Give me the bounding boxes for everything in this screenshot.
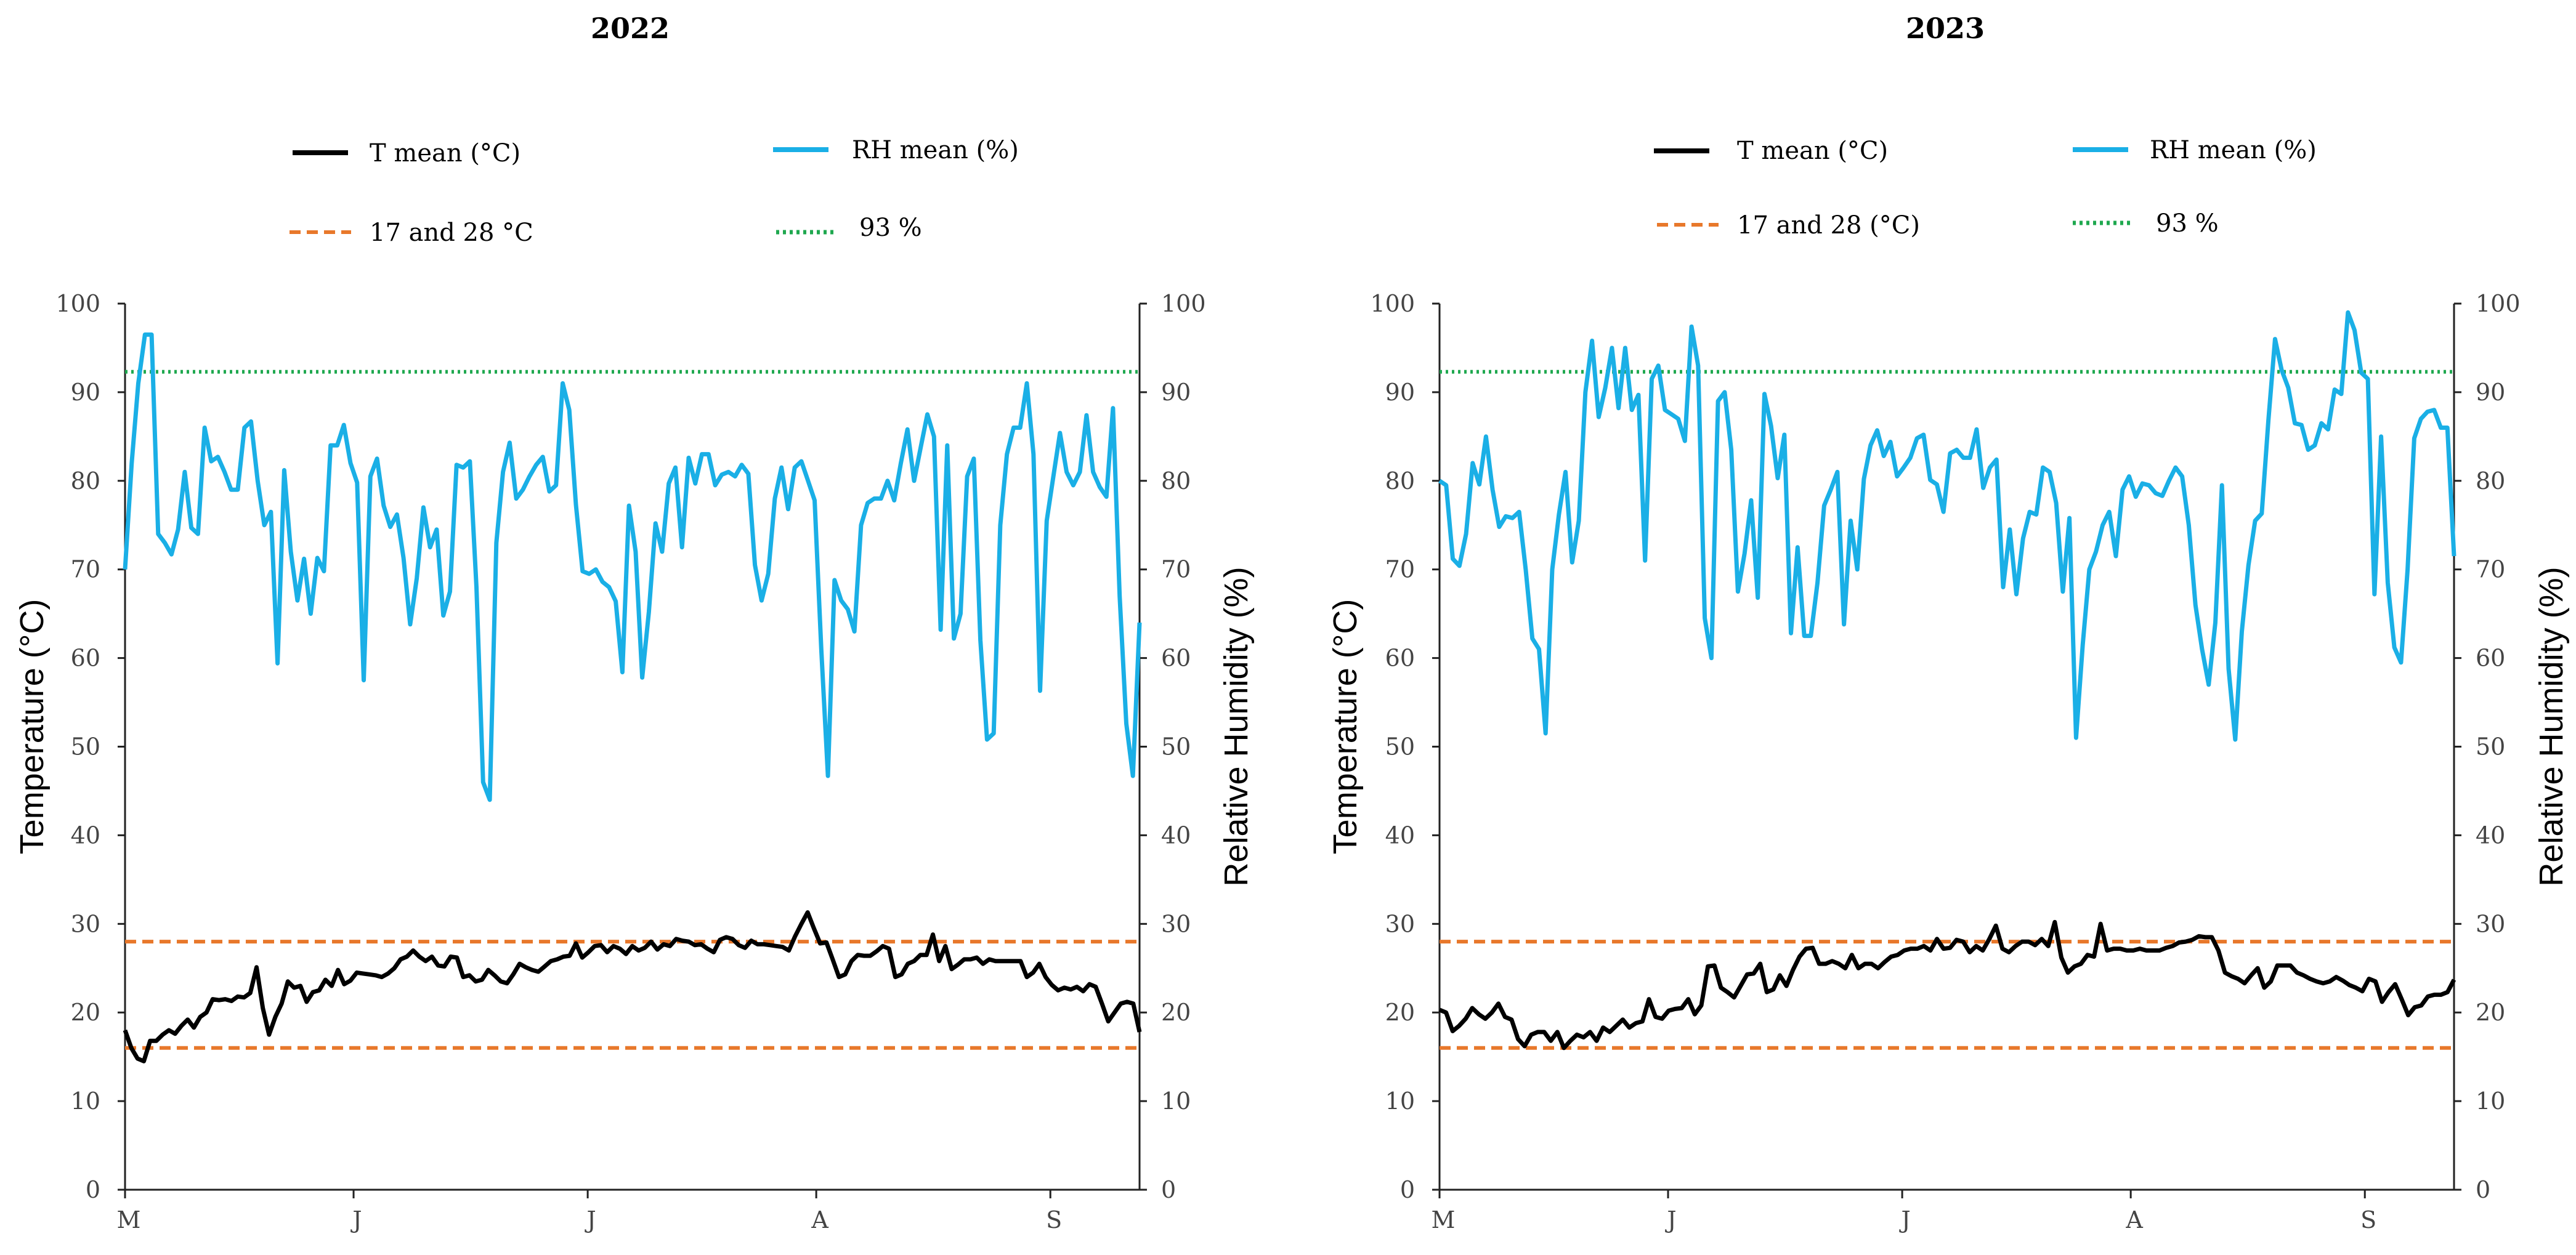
y-tick-label-left: 90 <box>1385 379 1415 406</box>
y-tick-label-right: 30 <box>1161 910 1191 937</box>
y-tick-label-left: 20 <box>1385 999 1415 1026</box>
y-tick-label-left: 0 <box>1400 1176 1415 1203</box>
legend-label-rh-mean: RH mean (%) <box>852 136 1019 164</box>
legend-label-t-mean: T mean (°C) <box>370 139 520 167</box>
y-tick-label-left: 40 <box>71 821 100 849</box>
legend-label-rh-threshold: 93 % <box>2156 209 2219 238</box>
y-tick-label-left: 50 <box>1385 733 1415 761</box>
y-axis-left-label: Temperature (°C) <box>14 599 51 855</box>
chart-2023: 2023 T mean (°C) RH mean (%) 17 and 28 (… <box>1327 12 2570 1233</box>
threshold-lines <box>1440 369 2454 1050</box>
x-tick-label: M <box>1432 1206 1456 1233</box>
y-axis-right-label: Relative Humidity (%) <box>2533 567 2570 886</box>
y-tick-label-left: 80 <box>1385 467 1415 494</box>
y-tick-label-right: 0 <box>2476 1176 2490 1203</box>
x-tick-label: M <box>117 1206 141 1233</box>
y-tick-label-right: 70 <box>1161 556 1191 583</box>
x-tick-label: J <box>1898 1206 1910 1233</box>
x-tick-label: J <box>1664 1206 1676 1233</box>
y-tick-label-left: 100 <box>1370 290 1415 317</box>
y-tick-label-right: 40 <box>1161 821 1191 849</box>
y-tick-label-left: 40 <box>1385 821 1415 849</box>
y-tick-label-right: 10 <box>1161 1088 1191 1115</box>
axes-frame <box>118 302 1147 1198</box>
rh-mean-line <box>123 332 1142 802</box>
legend: T mean (°C) RH mean (%) 17 and 28 °C 93 … <box>290 136 1019 247</box>
y-tick-label-right: 20 <box>2476 999 2505 1026</box>
y-tick-label-left: 0 <box>86 1176 100 1203</box>
y-tick-label-left: 30 <box>71 910 100 937</box>
x-tick-label: S <box>2360 1206 2376 1233</box>
x-tick-label: J <box>584 1206 596 1233</box>
t-mean-line <box>1438 919 2457 1051</box>
y-tick-label-right: 50 <box>1161 733 1191 761</box>
legend-label-t-thresholds: 17 and 28 (°C) <box>1737 211 1920 240</box>
axes-frame <box>1432 302 2461 1198</box>
y-tick-label-left: 50 <box>71 733 100 761</box>
threshold-lines <box>125 369 1140 1050</box>
y-tick-label-right: 100 <box>2476 290 2521 317</box>
y-tick-label-right: 80 <box>2476 467 2505 494</box>
y-tick-label-left: 60 <box>1385 645 1415 672</box>
x-tick-label: J <box>350 1206 362 1233</box>
y-tick-label-right: 10 <box>2476 1088 2505 1115</box>
plot-area: 0 0 10 10 20 20 30 30 40 40 50 50 60 60 70 70 80 80 90 90 10… <box>55 290 1205 1233</box>
y-tick-label-left: 90 <box>71 379 100 406</box>
x-tick-label: A <box>811 1206 828 1233</box>
y-axis-left-label: Temperature (°C) <box>1327 599 1364 855</box>
chart-title: 2022 <box>591 12 670 45</box>
y-tick-label-right: 60 <box>2476 645 2505 672</box>
x-tick-label: S <box>1046 1206 1062 1233</box>
y-tick-label-right: 40 <box>2476 821 2505 849</box>
tick-labels: 0 0 10 10 20 20 30 30 40 40 50 50 60 60 70 70 80 80 90 90 10… <box>55 290 1205 1233</box>
t-mean-line <box>123 910 1142 1063</box>
x-tick-label: A <box>2125 1206 2143 1233</box>
plot-area: 0 0 10 10 20 20 30 30 40 40 50 50 60 60 70 70 80 80 90 90 10… <box>1370 290 2520 1233</box>
y-tick-label-right: 70 <box>2476 556 2505 583</box>
y-tick-label-right: 80 <box>1161 467 1191 494</box>
y-tick-label-right: 30 <box>2476 910 2505 937</box>
y-tick-label-left: 10 <box>71 1088 100 1115</box>
y-tick-label-right: 90 <box>2476 379 2505 406</box>
y-tick-label-right: 90 <box>1161 379 1191 406</box>
y-tick-label-left: 10 <box>1385 1088 1415 1115</box>
chart-title: 2023 <box>1906 12 1985 45</box>
rh-mean-line <box>1438 310 2457 742</box>
y-tick-label-right: 0 <box>1161 1176 1176 1203</box>
chart-2022: 2022 T mean (°C) RH mean (%) 17 and 28 °… <box>14 12 1255 1233</box>
legend-label-t-thresholds: 17 and 28 °C <box>370 219 533 247</box>
y-tick-label-right: 100 <box>1161 290 1206 317</box>
tick-labels: 0 0 10 10 20 20 30 30 40 40 50 50 60 60 70 70 80 80 90 90 10… <box>1370 290 2520 1233</box>
y-tick-label-right: 50 <box>2476 733 2505 761</box>
y-tick-label-right: 60 <box>1161 645 1191 672</box>
y-tick-label-left: 30 <box>1385 910 1415 937</box>
legend-label-rh-threshold: 93 % <box>859 214 922 242</box>
y-tick-label-left: 80 <box>71 467 100 494</box>
y-tick-label-left: 70 <box>71 556 100 583</box>
legend-label-t-mean: T mean (°C) <box>1737 137 1888 165</box>
legend-label-rh-mean: RH mean (%) <box>2150 136 2317 164</box>
y-tick-label-left: 20 <box>71 999 100 1026</box>
y-tick-label-right: 20 <box>1161 999 1191 1026</box>
y-axis-right-label: Relative Humidity (%) <box>1218 567 1255 886</box>
y-tick-label-left: 100 <box>55 290 100 317</box>
y-tick-label-left: 70 <box>1385 556 1415 583</box>
y-tick-label-left: 60 <box>71 645 100 672</box>
legend: T mean (°C) RH mean (%) 17 and 28 (°C) 9… <box>1654 136 2317 240</box>
